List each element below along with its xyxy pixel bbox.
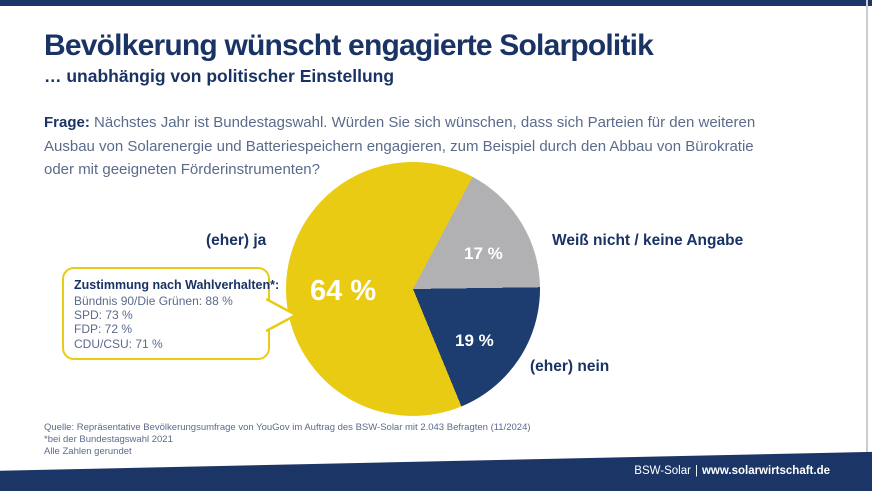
breakdown-item: CDU/CSU: 71 % (74, 336, 163, 351)
question-line-3: oder mit geeigneten Förderinstrumenten? (44, 161, 320, 178)
breakdown-callout: Zustimmung nach Wahlverhalten*: Bündnis … (62, 267, 280, 360)
pie-chart (286, 162, 540, 416)
question-line-1: Nächstes Jahr ist Bundestagswahl. Würden… (94, 114, 756, 131)
footer-url: www.solarwirtschaft.de (701, 465, 830, 477)
footer-brand: BSW-Solar (634, 465, 691, 477)
pie-category-nein: (eher) nein (530, 358, 610, 375)
source-note: Quelle: Repräsentative Bevölkerungsumfra… (44, 422, 531, 457)
page-subtitle: … unabhängig von politischer Einstellung (44, 66, 395, 86)
breakdown-item: SPD: 73 % (74, 308, 133, 323)
footer-text: BSW-Solar | www.solarwirtschaft.de (634, 465, 830, 477)
breakdown-item: Bündnis 90/Die Grünen: 88 % (74, 294, 233, 308)
breakdown-item: FDP: 72 % (74, 322, 133, 337)
source-line-2: *bei der Bundestagswahl 2021 (44, 433, 173, 445)
top-accent-bar (0, 0, 872, 6)
pie-value-label-unknown: 17 % (464, 244, 503, 263)
pie-category-ja: (eher) ja (206, 232, 267, 249)
pie-value-label-ja: 64 % (310, 275, 377, 307)
breakdown-items: Bündnis 90/Die Grünen: 88 % SPD: 73 % FDP:… (74, 294, 268, 351)
source-line-1: Quelle: Repräsentative Bevölkerungsumfra… (44, 422, 531, 433)
page-title: Bevölkerung wünscht engagierte Solarpoli… (44, 29, 654, 62)
question-label: Frage: (44, 114, 90, 131)
callout-tail (266, 297, 298, 333)
pie-category-unknown: Weiß nicht / keine Angabe (552, 232, 744, 249)
slide-edge-line (866, 0, 868, 456)
breakdown-title: Zustimmung nach Wahlverhalten*: (74, 278, 280, 292)
pie-value-label-nein: 19 % (455, 331, 494, 350)
question-line-2: Ausbau von Solarenergie und Batteriespei… (44, 137, 754, 155)
source-line-3: Alle Zahlen gerundet (44, 445, 132, 457)
footer-separator: | (694, 465, 698, 477)
survey-question: Frage: Nächstes Jahr ist Bundestagswahl.… (44, 111, 844, 182)
